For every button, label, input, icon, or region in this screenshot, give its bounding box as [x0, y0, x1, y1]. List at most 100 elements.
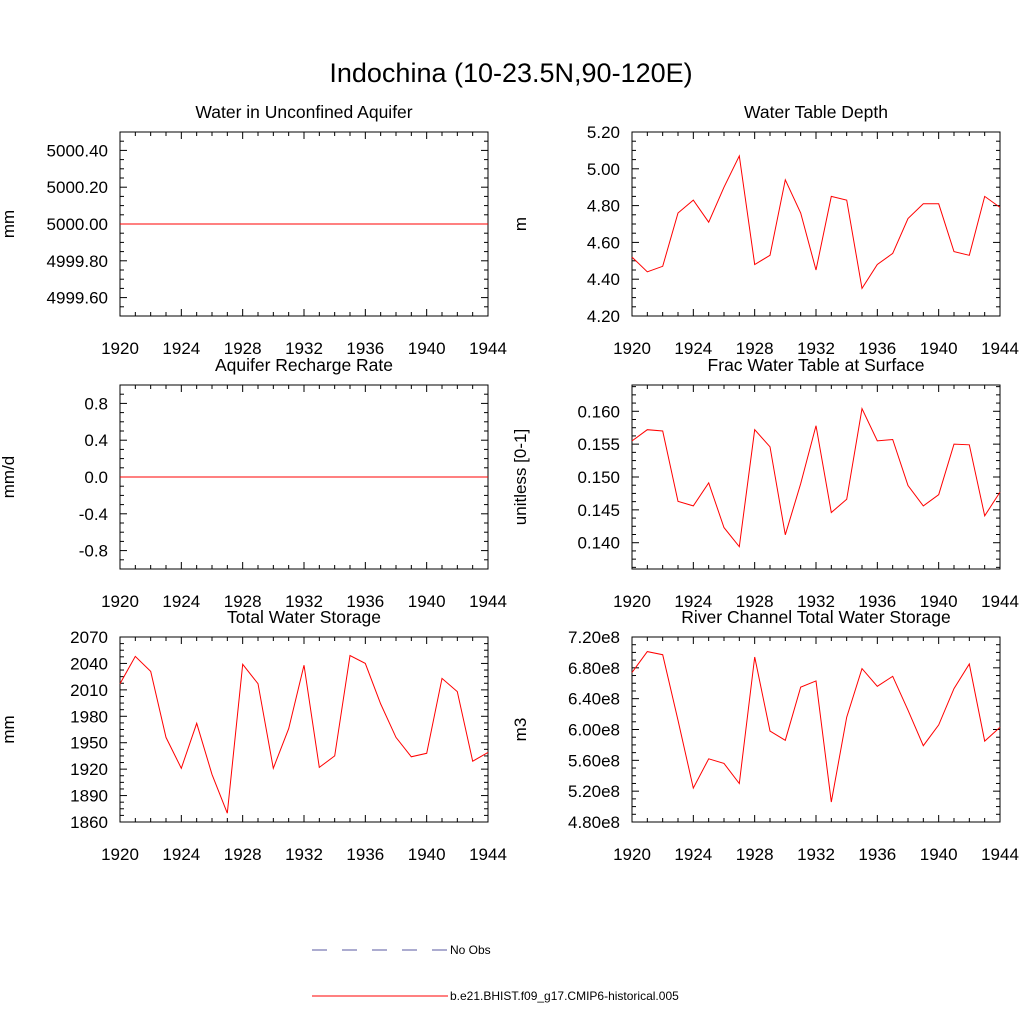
y-tick-label: 1890 — [70, 787, 108, 806]
x-tick-label: 1928 — [224, 845, 262, 864]
plot-frame — [631, 384, 1001, 570]
x-tick-label: 1936 — [346, 592, 384, 611]
y-tick-label: 1980 — [70, 707, 108, 726]
y-axis-label: unitless [0-1] — [511, 429, 530, 525]
y-tick-label: -0.8 — [79, 542, 108, 561]
x-tick-label: 1928 — [224, 592, 262, 611]
y-tick-label: 5.60e8 — [568, 751, 620, 770]
x-tick-label: 1924 — [674, 845, 712, 864]
x-tick-label: 1936 — [858, 339, 896, 358]
panel-title: River Channel Total Water Storage — [681, 607, 950, 627]
x-tick-label: 1936 — [858, 845, 896, 864]
x-tick-label: 1944 — [469, 592, 507, 611]
y-tick-label: 2010 — [70, 681, 108, 700]
x-tick-label: 1932 — [797, 845, 835, 864]
y-tick-label: 4.20 — [587, 307, 620, 326]
x-tick-label: 1932 — [285, 592, 323, 611]
plot-frame — [119, 636, 489, 823]
x-tick-label: 1928 — [736, 339, 774, 358]
x-tick-label: 1936 — [346, 339, 384, 358]
legend: No Obs b.e21.BHIST.f09_g17.CMIP6-histori… — [312, 943, 679, 1003]
x-tick-label: 1924 — [674, 592, 712, 611]
x-tick-label: 1944 — [981, 339, 1019, 358]
x-tick-label: 1944 — [981, 592, 1019, 611]
x-tick-label: 1940 — [408, 845, 446, 864]
x-tick-label: 1924 — [162, 845, 200, 864]
y-tick-label: 4.40 — [587, 270, 620, 289]
x-tick-label: 1924 — [162, 339, 200, 358]
y-tick-label: 0.8 — [84, 394, 108, 413]
y-tick-label: 1920 — [70, 760, 108, 779]
x-tick-label: 1920 — [101, 339, 139, 358]
y-tick-label: 1950 — [70, 734, 108, 753]
panel-title: Aquifer Recharge Rate — [215, 355, 393, 375]
y-tick-label: 4.80e8 — [568, 813, 620, 832]
y-tick-label: 0.140 — [577, 534, 620, 553]
series-line-model — [631, 651, 1001, 803]
x-tick-label: 1928 — [736, 845, 774, 864]
x-tick-label: 1924 — [162, 592, 200, 611]
x-tick-label: 1944 — [469, 339, 507, 358]
panel-5: River Channel Total Water Storage m3 1920 1… — [511, 607, 1019, 864]
x-tick-label: 1932 — [797, 592, 835, 611]
x-tick-label: 1936 — [858, 592, 896, 611]
y-axis-label: m3 — [511, 718, 530, 742]
y-tick-label: 4.60 — [587, 233, 620, 252]
y-axis-label: m — [511, 217, 530, 231]
y-tick-label: 5.20 — [587, 123, 620, 142]
x-tick-label: 1920 — [101, 845, 139, 864]
legend-label-no-obs: No Obs — [450, 943, 491, 957]
y-tick-label: 5.20e8 — [568, 782, 620, 801]
x-tick-label: 1940 — [408, 339, 446, 358]
figure-title: Indochina (10-23.5N,90-120E) — [329, 58, 692, 88]
y-tick-label: 6.00e8 — [568, 721, 620, 740]
y-tick-label: 0.160 — [577, 402, 620, 421]
y-tick-label: 1860 — [70, 813, 108, 832]
y-tick-label: 5.00 — [587, 160, 620, 179]
y-tick-label: 5000.20 — [47, 178, 108, 197]
x-tick-label: 1936 — [346, 845, 384, 864]
y-tick-label: 4.80 — [587, 197, 620, 216]
y-tick-label: 0.150 — [577, 468, 620, 487]
y-tick-label: 7.20e8 — [568, 628, 620, 647]
x-tick-label: 1932 — [285, 845, 323, 864]
y-axis-label: mm — [0, 715, 18, 743]
y-tick-label: 0.0 — [84, 468, 108, 487]
x-tick-label: 1940 — [920, 845, 958, 864]
x-tick-label: 1940 — [920, 592, 958, 611]
series-line-model — [119, 654, 489, 814]
y-tick-label: 2040 — [70, 654, 108, 673]
y-tick-label: -0.4 — [79, 505, 108, 524]
panel-3: Frac Water Table at Surface unitless [0-1… — [511, 355, 1019, 611]
plot-frame — [631, 636, 1001, 823]
panel-0: Water in Unconfined Aquifer mm 1920 1924 192… — [0, 102, 507, 358]
legend-label-model: b.e21.BHIST.f09_g17.CMIP6-historical.005 — [450, 989, 679, 1003]
y-tick-label: 0.155 — [577, 435, 620, 454]
y-tick-label: 6.40e8 — [568, 690, 620, 709]
x-tick-label: 1940 — [920, 339, 958, 358]
panel-title: Frac Water Table at Surface — [708, 355, 925, 375]
panel-title: Total Water Storage — [227, 607, 381, 627]
y-tick-label: 2070 — [70, 628, 108, 647]
x-tick-label: 1940 — [408, 592, 446, 611]
y-axis-label: mm/d — [0, 456, 18, 499]
x-tick-label: 1920 — [613, 592, 651, 611]
panel-1: Water Table Depth m 1920 1924 1928 1932 1936 19… — [511, 102, 1019, 358]
y-tick-label: 5000.00 — [47, 215, 108, 234]
x-tick-label: 1928 — [224, 339, 262, 358]
x-tick-label: 1944 — [981, 845, 1019, 864]
panels: Water in Unconfined Aquifer mm 1920 1924 192… — [0, 102, 1019, 864]
series-line-model — [631, 407, 1001, 548]
panel-4: Total Water Storage mm 1920 1924 1928 1932 193… — [0, 607, 507, 864]
y-tick-label: 6.80e8 — [568, 659, 620, 678]
panel-title: Water in Unconfined Aquifer — [195, 102, 412, 122]
y-tick-label: 4999.80 — [47, 252, 108, 271]
y-tick-label: 4999.60 — [47, 289, 108, 308]
x-tick-label: 1924 — [674, 339, 712, 358]
panel-2: Aquifer Recharge Rate mm/d 1920 1924 1928 193… — [0, 355, 507, 611]
panel-title: Water Table Depth — [744, 102, 888, 122]
x-tick-label: 1932 — [797, 339, 835, 358]
x-tick-label: 1920 — [613, 339, 651, 358]
y-tick-label: 0.145 — [577, 501, 620, 520]
